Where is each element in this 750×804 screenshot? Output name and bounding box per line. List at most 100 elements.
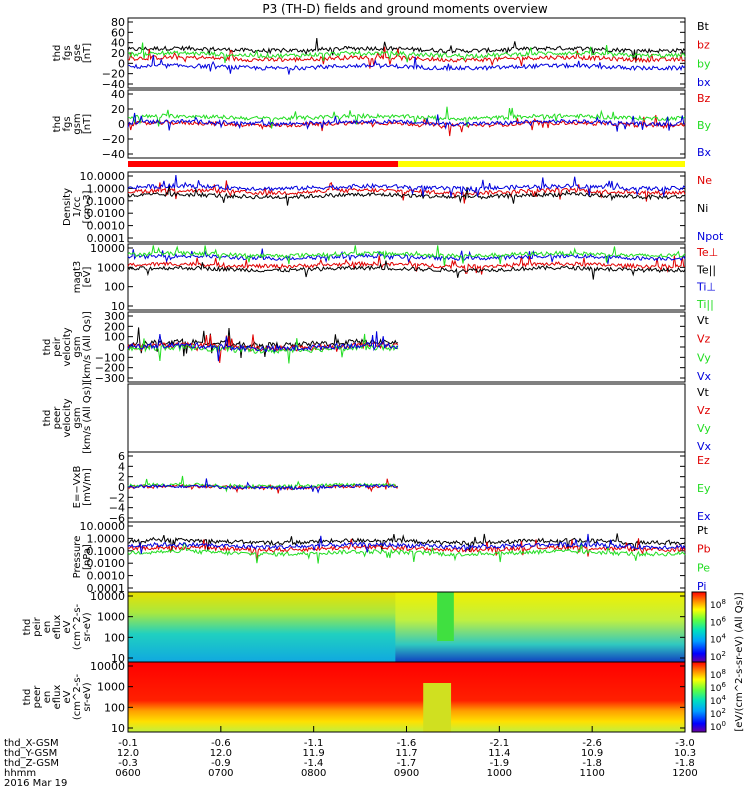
x-row-value: -1.9: [490, 758, 510, 769]
colorbar-tick: 104: [710, 694, 726, 707]
by-trace: [128, 42, 686, 63]
x-row-value: -0.9: [211, 758, 231, 769]
y-tick-label: 10.0000: [80, 170, 126, 183]
x-row-value: -1.1: [304, 738, 324, 749]
y-tick-label: 10: [111, 300, 125, 313]
y-tick-label: 0: [118, 341, 125, 354]
Ne-trace: [127, 180, 686, 204]
y-axis-label: magt3: [72, 261, 83, 294]
y-tick-label: 0: [118, 57, 125, 70]
y-tick-label: −20: [102, 68, 125, 81]
y-axis-label: eV: [62, 690, 73, 703]
Ey-trace: [127, 475, 399, 493]
x-row-value: 10.9: [581, 748, 603, 759]
Npot-trace: [127, 174, 686, 197]
panel-peer_vel: thd peer velocity gsm [km/s (All Qs)] Vt Vz Vy V…: [42, 382, 712, 454]
y-tick-label: 200: [104, 320, 125, 333]
colorbar-tick: 104: [710, 633, 726, 646]
Vx-trace: [127, 331, 399, 362]
x-row-value: 11.4: [488, 748, 510, 759]
legend-Vy: Vy: [697, 351, 711, 364]
legend-bx: bx: [697, 76, 711, 89]
y-tick-label: 80: [111, 16, 125, 29]
y-tick-label: 10000: [90, 660, 125, 673]
legend-by: by: [697, 57, 711, 70]
legend-Vx: Vx: [697, 370, 712, 383]
y-tick-label: −4: [109, 502, 125, 515]
colorbar-tick: 102: [710, 707, 726, 720]
y-tick-label: 0.0001: [87, 582, 126, 595]
legend-Ey: Ey: [697, 482, 711, 495]
x-row-value: -1.4: [304, 758, 324, 769]
legend-Te||: Te||: [696, 263, 716, 276]
y-axis-label: Density: [62, 188, 73, 226]
mode-bar-yellow: [398, 161, 685, 167]
y-axis-label: en: [42, 691, 53, 704]
y-tick-label: 100: [104, 631, 125, 644]
Ni-trace: [127, 184, 686, 206]
Ti⊥-trace: [127, 248, 686, 264]
y-tick-label: 1000: [97, 611, 125, 624]
x-row-value: 0700: [208, 768, 233, 779]
y-axis-label: [eV]: [82, 267, 93, 288]
y-tick-label: −20: [102, 133, 125, 146]
x-row-value: 1100: [579, 768, 604, 779]
legend-bz: bz: [697, 39, 710, 52]
x-row-value: -1.8: [582, 758, 602, 769]
y-tick-label: 0.1000: [87, 545, 126, 558]
x-row-value: 12.0: [210, 748, 232, 759]
legend-Pi: Pi: [697, 580, 706, 593]
date-label: 2016 Mar 19: [4, 778, 67, 789]
x-row-value: -0.1: [118, 738, 138, 749]
y-axis-label: velocity: [62, 327, 73, 366]
legend-Ti⊥: Ti⊥: [696, 281, 716, 294]
legend-Vz: Vz: [697, 333, 711, 346]
peir-spectrogram-burst: [437, 592, 454, 641]
legend-Pe: Pe: [697, 561, 710, 574]
y-axis-label: gsm: [72, 113, 83, 134]
y-axis-label: eflux: [52, 615, 63, 640]
legend-Vt: Vt: [697, 314, 710, 327]
y-tick-label: 10000: [90, 590, 125, 603]
legend-Ni: Ni: [697, 202, 708, 215]
panel-frame: [127, 243, 686, 311]
y-axis-label: [km/s (All Qs)]: [82, 311, 93, 383]
colorbar-peer: [691, 661, 707, 733]
legend-By: By: [697, 119, 712, 132]
y-axis-label: gse: [72, 44, 83, 62]
y-tick-label: 20: [111, 103, 125, 116]
y-axis-label: sr-eV): [82, 682, 93, 711]
y-axis-label: (cm^2-s-: [72, 673, 83, 720]
Pe-trace: [127, 541, 686, 564]
y-tick-label: 10.0000: [80, 520, 126, 533]
y-axis-label: velocity: [62, 398, 73, 437]
legend-Vx: Vx: [697, 440, 712, 453]
colorbar-tick: 106: [710, 615, 726, 628]
y-tick-label: 1.0000: [87, 532, 126, 545]
y-axis-label: peer: [32, 685, 43, 709]
legend-Bz: Bz: [697, 92, 711, 105]
x-row-value: 1000: [487, 768, 512, 779]
Bx-trace: [127, 112, 686, 132]
y-tick-label: 4: [118, 460, 125, 473]
y-tick-label: 300: [104, 310, 125, 323]
bx-trace: [127, 54, 686, 75]
x-axis-labels: thd_X-GSM -0.1 -0.6 -1.1 -1.6 -2.1 -2.6 -3.0 thd…: [4, 726, 698, 789]
Te||-trace: [127, 260, 686, 280]
y-tick-label: 0.0100: [87, 557, 126, 570]
x-row-label: thd_Y-GSM: [4, 748, 57, 759]
y-tick-label: 0.0010: [87, 220, 126, 233]
plot-title: P3 (TH-D) fields and ground moments over…: [262, 2, 547, 16]
mode-bars: [128, 161, 685, 167]
y-tick-label: 0: [118, 481, 125, 494]
y-axis-label: [nT]: [82, 114, 93, 134]
y-tick-label: 10: [111, 722, 125, 735]
colorbar-tick: 106: [710, 681, 726, 694]
x-row-value: -1.8: [675, 758, 695, 769]
